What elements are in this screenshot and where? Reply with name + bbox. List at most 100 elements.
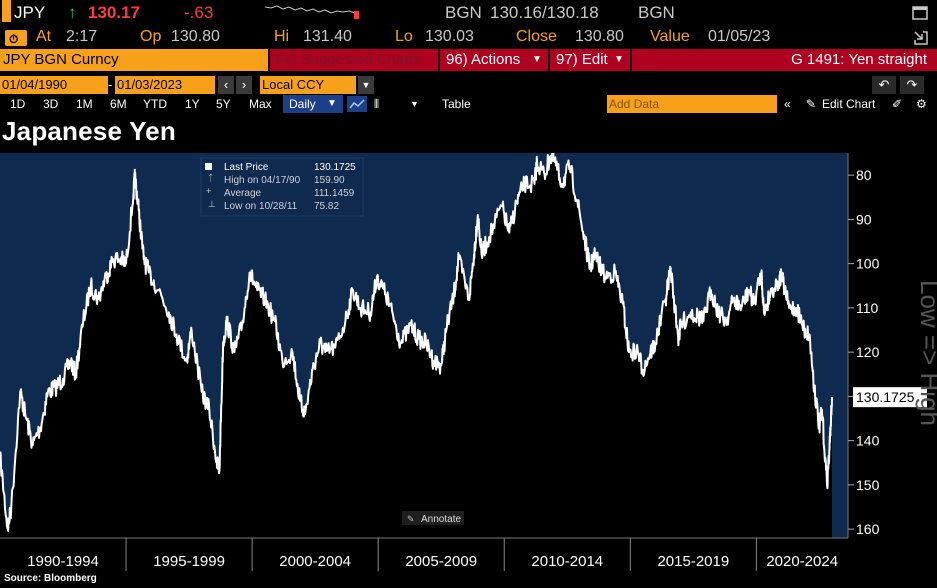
caret-down-icon: ▼ <box>614 54 624 65</box>
y-tick-label: 100 <box>856 256 880 272</box>
last-price-tag-label: 130.1725 <box>856 389 915 405</box>
price-change: -.63 <box>184 3 214 22</box>
end-date-input[interactable]: 01/03/2023 <box>115 76 215 94</box>
legend-high-value: 159.90 <box>314 175 345 186</box>
security-field[interactable]: JPY BGN Curncy <box>0 49 268 71</box>
edit-menu[interactable]: 97) Edit ▼ <box>550 49 630 71</box>
legend-last-price-value: 130.1725 <box>314 162 356 173</box>
line-chart-icon[interactable] <box>347 96 367 112</box>
last-price: 130.17 <box>88 3 140 22</box>
value-date: 01/05/23 <box>708 28 771 45</box>
price-line[interactable] <box>0 153 833 532</box>
lo-value: 130.03 <box>425 28 474 45</box>
currency-select[interactable]: Local CCY <box>260 76 356 94</box>
close-label: Close <box>516 28 557 45</box>
range-6m[interactable]: 6M <box>110 97 127 111</box>
suggested-charts-button[interactable]: 94) Suggested Charts <box>270 49 438 71</box>
x-period-label: 1990-1994 <box>27 553 99 570</box>
annotate-label: Annotate <box>421 514 461 525</box>
y-tick-label: 140 <box>856 433 880 449</box>
edit-icon[interactable]: ✐ <box>892 97 903 111</box>
actions-menu[interactable]: 96) Actions ▼ <box>440 49 548 71</box>
value-label: Value <box>650 28 690 45</box>
chevron-down-icon[interactable]: ▼ <box>358 76 374 94</box>
at-value: 2:17 <box>66 28 98 45</box>
range-1y[interactable]: 1Y <box>185 97 200 111</box>
x-period-label: 2000-2004 <box>279 553 351 570</box>
legend: ᛏ + ⊥ Last Price 130.1725 High on 04/17/… <box>200 157 364 217</box>
at-label: At <box>36 28 52 45</box>
pencil-icon: ✎ <box>407 514 415 524</box>
legend-low-label: Low on 10/28/11 <box>224 201 298 212</box>
quote-bar: ⏱ At 2:17 Op 130.80 Hi 131.40 Lo 130.03 … <box>0 26 937 48</box>
source-note: Source: Bloomberg <box>4 573 97 584</box>
range-1m[interactable]: 1M <box>76 97 93 111</box>
svg-text:+: + <box>206 186 211 196</box>
y-tick-label: 80 <box>856 167 872 183</box>
y-axis-label: Low => High <box>915 280 937 426</box>
op-value: 130.80 <box>171 28 220 45</box>
frequency-select[interactable]: Daily ▼ <box>283 95 343 113</box>
chart-title: Japanese Yen <box>2 116 176 146</box>
date-controls: 01/04/1990 - 01/03/2023 ‹ › Local CCY ▼ … <box>0 75 937 95</box>
bgn-label: BGN <box>445 3 482 22</box>
annotate-button[interactable]: ✎ Annotate <box>402 511 464 525</box>
range-ytd[interactable]: YTD <box>143 97 167 111</box>
up-arrow-icon: ↑ <box>68 3 77 22</box>
x-period-label: 2010-2014 <box>531 553 603 570</box>
last-price-tag <box>853 387 927 408</box>
hi-label: Hi <box>274 28 290 45</box>
chart-toolbar: 1D 3D 1M 6M YTD 1Y 5Y Max Daily ▼ ⫴ ▼ Ta… <box>0 95 937 114</box>
window-icon[interactable] <box>912 6 928 20</box>
range-max[interactable]: Max <box>249 97 272 111</box>
hi-value: 131.40 <box>303 28 352 45</box>
edit-label: 97) Edit <box>556 51 608 68</box>
svg-text:ᛏ: ᛏ <box>208 173 213 183</box>
bgn-label-2: BGN <box>638 3 675 22</box>
prev-icon[interactable]: ‹ <box>218 76 234 94</box>
y-tick-label: 120 <box>856 344 880 360</box>
caret-down-icon[interactable]: ▼ <box>410 99 419 109</box>
close-value: 130.80 <box>575 28 624 45</box>
menu-bar: JPY BGN Curncy 94) Suggested Charts 96) … <box>0 49 937 71</box>
range-1d[interactable]: 1D <box>10 97 26 111</box>
start-date-input[interactable]: 01/04/1990 <box>0 76 108 94</box>
range-5y[interactable]: 5Y <box>216 97 231 111</box>
bar-chart-icon[interactable]: ⫴ <box>374 97 380 111</box>
actions-label: 96) Actions <box>446 51 521 68</box>
x-period-label: 2005-2009 <box>405 553 477 570</box>
sparkline <box>265 5 360 19</box>
range-3d[interactable]: 3D <box>43 97 59 111</box>
gear-icon[interactable]: ⚙ <box>916 97 927 111</box>
axis-panel <box>848 153 937 538</box>
frequency-label: Daily <box>289 97 316 111</box>
ticker-cursor <box>2 0 11 22</box>
pop-out-icon[interactable] <box>913 30 929 46</box>
yen-chart[interactable]: 8090100110120130140150160130.1725 1990-1… <box>0 153 937 588</box>
legend-average-value: 111.1459 <box>314 188 355 199</box>
ticker-symbol[interactable]: JPY <box>14 3 46 22</box>
lo-label: Lo <box>395 28 413 45</box>
pencil-icon: ✎ <box>806 97 817 111</box>
chart-name[interactable]: G 1491: Yen straight <box>632 49 937 71</box>
undo-icon[interactable]: ↶ <box>872 76 896 94</box>
edit-chart-button[interactable]: Edit Chart <box>822 97 876 111</box>
add-data-input[interactable]: Add Data <box>607 95 777 113</box>
caret-down-icon: ▼ <box>327 98 337 109</box>
y-tick-label: 110 <box>856 300 879 316</box>
redo-icon[interactable]: ↷ <box>900 76 924 94</box>
y-tick-label: 150 <box>856 477 880 493</box>
svg-text:⏱: ⏱ <box>9 32 18 46</box>
clock-icon: ⏱ <box>5 30 27 46</box>
op-label: Op <box>140 28 162 45</box>
legend-high-label: High on 04/17/90 <box>224 175 301 186</box>
y-tick-label: 160 <box>856 521 880 537</box>
table-button[interactable]: Table <box>442 97 471 111</box>
x-period-label: 2020-2024 <box>766 553 838 570</box>
legend-average-label: Average <box>224 188 262 199</box>
bid-ask: 130.16/130.18 <box>490 3 599 22</box>
below-line-area <box>0 153 832 538</box>
next-icon[interactable]: › <box>236 76 252 94</box>
collapse-icon[interactable]: « <box>784 97 791 111</box>
date-dash: - <box>108 77 113 92</box>
